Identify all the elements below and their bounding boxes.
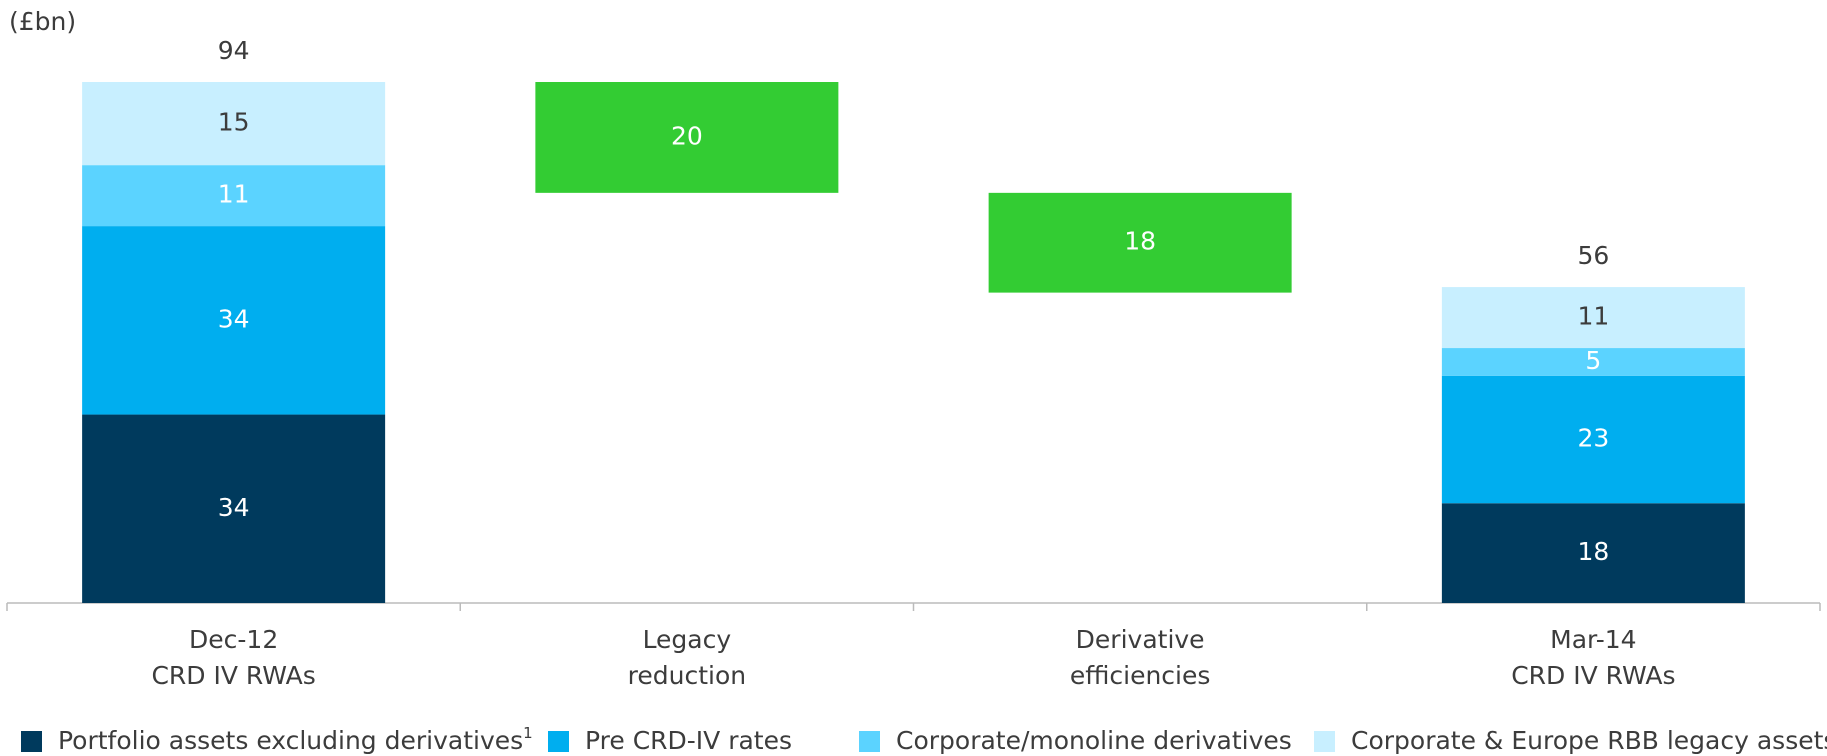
bar-segment (1441, 348, 1745, 376)
x-tick-label: efficiencies (1070, 661, 1211, 690)
bar-segment (82, 82, 386, 166)
x-tick-label: CRD IV RWAs (1511, 661, 1675, 690)
x-tick-label: Derivative (1076, 625, 1205, 654)
legend-label: Pre CRD-IV rates (585, 726, 792, 755)
value-label: 34 (218, 304, 250, 333)
value-label: 18 (1124, 227, 1156, 256)
value-label: 34 (218, 493, 250, 522)
total-label: 56 (1577, 241, 1609, 270)
change-bar (535, 82, 839, 193)
x-tick-label: Dec-12 (189, 625, 278, 654)
bar-segment (1441, 503, 1745, 603)
legend-swatch (859, 731, 880, 752)
change-bar (988, 192, 1292, 293)
legend-swatch (21, 731, 42, 752)
value-label: 11 (1577, 302, 1609, 331)
bar-segment (82, 414, 386, 603)
legend-swatch (1314, 731, 1335, 752)
unit-label: (£bn) (9, 7, 76, 36)
legend-label: Portfolio assets excluding derivatives1 (58, 724, 533, 756)
total-label: 94 (218, 36, 250, 65)
legend-name: Corporate/monoline derivatives (896, 726, 1292, 755)
legend-footnote: 1 (523, 724, 533, 742)
value-label: 23 (1577, 423, 1609, 452)
legend-name: Pre CRD-IV rates (585, 726, 792, 755)
value-label: 18 (1577, 537, 1609, 566)
legend-label: Corporate & Europe RBB legacy assets (1351, 726, 1827, 755)
x-tick-label: Legacy (643, 625, 732, 654)
value-label: 11 (218, 180, 250, 209)
legend-name: Portfolio assets excluding derivatives (58, 726, 523, 755)
legend-name: Corporate & Europe RBB legacy assets (1351, 726, 1827, 755)
value-label: 15 (218, 108, 250, 137)
value-label: 20 (671, 121, 703, 150)
legend-swatch (548, 731, 569, 752)
bar-segment (1441, 375, 1745, 504)
bar-segment (82, 165, 386, 227)
bar-segment (1441, 287, 1745, 349)
x-tick-label: Mar-14 (1550, 625, 1636, 654)
x-tick-label: CRD IV RWAs (151, 661, 315, 690)
x-tick-label: reduction (628, 661, 746, 690)
value-label: 5 (1585, 346, 1601, 375)
legend-label: Corporate/monoline derivatives (896, 726, 1292, 755)
bar-segment (82, 226, 386, 415)
